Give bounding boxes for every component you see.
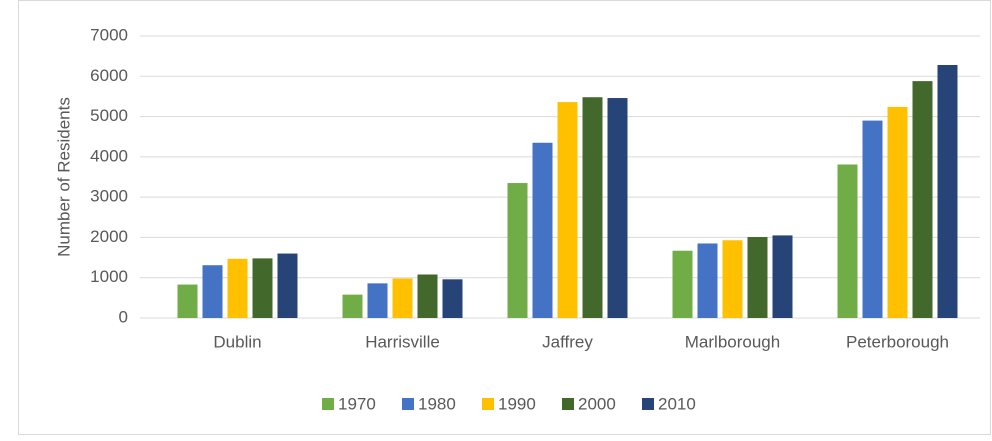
bar	[697, 243, 718, 318]
legend-swatch	[562, 398, 574, 410]
bar	[532, 142, 553, 318]
bar	[937, 65, 958, 319]
bar	[227, 258, 248, 318]
y-tick-label: 7000	[90, 25, 128, 44]
legend-swatch	[402, 398, 414, 410]
bar	[887, 106, 908, 318]
bar	[507, 183, 528, 318]
y-tick-label: 3000	[90, 187, 128, 206]
bar	[277, 253, 298, 318]
y-tick-label: 6000	[90, 66, 128, 85]
bar	[837, 164, 858, 318]
legend-label: 2000	[578, 394, 616, 413]
bar	[722, 240, 743, 318]
x-tick-label: Jaffrey	[542, 332, 593, 351]
bar	[672, 250, 693, 318]
bar	[772, 235, 793, 318]
bar	[367, 283, 388, 318]
chart-border	[18, 0, 991, 435]
x-tick-label: Peterborough	[846, 332, 949, 351]
bar	[582, 97, 603, 318]
bar	[442, 279, 463, 318]
bar	[202, 265, 223, 318]
legend-swatch	[322, 398, 334, 410]
x-tick-label: Harrisville	[365, 332, 440, 351]
legend-label: 1970	[338, 394, 376, 413]
x-tick-label: Dublin	[213, 332, 261, 351]
y-tick-label: 0	[119, 307, 128, 326]
y-tick-label: 4000	[90, 146, 128, 165]
bar	[252, 258, 273, 318]
x-tick-label: Marlborough	[685, 332, 780, 351]
y-tick-label: 1000	[90, 267, 128, 286]
bar	[557, 102, 578, 318]
bar	[747, 237, 768, 318]
bar	[862, 120, 883, 318]
legend-swatch	[642, 398, 654, 410]
bar	[912, 81, 933, 319]
y-tick-label: 5000	[90, 106, 128, 125]
bar	[607, 98, 628, 318]
legend-label: 2010	[658, 394, 696, 413]
bar	[392, 278, 413, 318]
bar	[177, 284, 198, 318]
legend-label: 1980	[418, 394, 456, 413]
y-axis-label: Number of Residents	[54, 97, 73, 257]
legend-swatch	[482, 398, 494, 410]
legend-label: 1990	[498, 394, 536, 413]
bar	[342, 294, 363, 318]
bar	[417, 274, 438, 318]
y-tick-label: 2000	[90, 227, 128, 246]
